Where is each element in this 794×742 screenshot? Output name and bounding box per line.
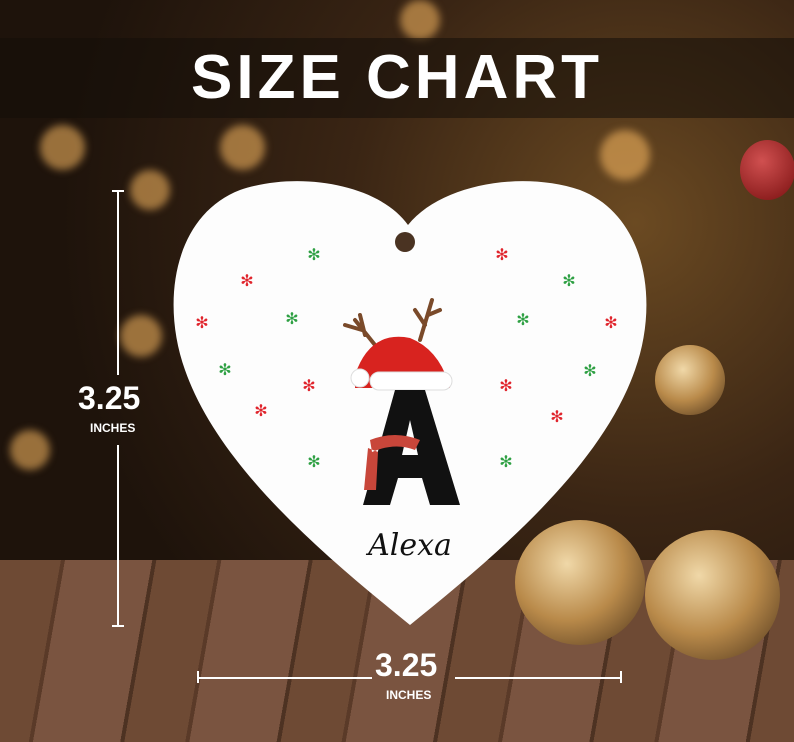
height-tick [112,625,124,627]
svg-text:✻: ✻ [499,454,512,471]
svg-text:✻: ✻ [604,315,617,332]
width-line [455,677,620,679]
bokeh-light [120,315,162,357]
bokeh-light [130,170,170,210]
letter-a [363,390,460,505]
bokeh-light [600,130,650,180]
width-line [197,677,372,679]
height-unit: INCHES [90,421,136,435]
snowflakes: ✻ ✻ ✻ ✻ ✻ ✻ ✻ ✻ ✻ ✻ ✻ ✻ ✻ ✻ ✻ ✻ [195,247,617,471]
width-unit: INCHES [386,688,432,702]
width-tick [620,671,622,683]
svg-text:✻: ✻ [516,312,529,329]
page-title: SIZE CHART [191,43,603,112]
title-band [0,38,794,118]
svg-text:✻: ✻ [307,247,320,264]
svg-text:✻: ✻ [562,273,575,290]
height-tick [112,190,124,192]
svg-text:✻: ✻ [195,315,208,332]
red-ornament-ball [740,140,794,200]
hanging-hole [395,232,415,252]
width-value: 3.25 [375,647,438,683]
svg-text:✻: ✻ [583,363,596,380]
svg-text:✻: ✻ [285,311,298,328]
bokeh-light [400,0,440,40]
svg-text:✻: ✻ [218,362,231,379]
svg-text:✻: ✻ [302,378,315,395]
bokeh-light [40,125,85,170]
svg-text:✻: ✻ [240,273,253,290]
svg-text:✻: ✻ [254,403,267,420]
svg-text:✻: ✻ [499,378,512,395]
width-tick [197,671,199,683]
height-value: 3.25 [78,380,141,416]
gold-ornament-ball [645,530,780,660]
svg-text:✻: ✻ [495,247,508,264]
height-line [117,190,119,375]
height-line [117,445,119,627]
antlers [343,298,442,347]
ornament-name: Alexa [365,528,452,563]
gold-ornament-ball [655,345,725,415]
bokeh-light [10,430,50,470]
svg-text:✻: ✻ [307,454,320,471]
gold-ornament-ball [515,520,645,645]
scarf [364,435,420,490]
bokeh-light [220,125,265,170]
svg-text:✻: ✻ [550,409,563,426]
